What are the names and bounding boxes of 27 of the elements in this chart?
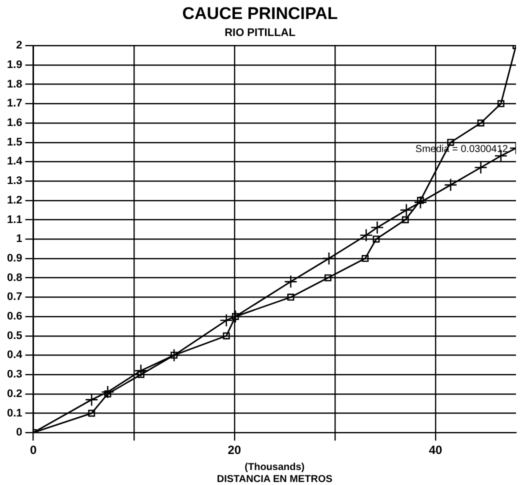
y-tick-label: 0.6 [6, 310, 22, 323]
y-tick-label: 1.6 [6, 117, 22, 130]
y-tick-label: 1.8 [6, 78, 22, 90]
x-tick-label: 40 [428, 443, 443, 458]
y-tick-label: 0.9 [6, 252, 22, 264]
y-tick-label: 1 [16, 233, 22, 246]
chart-title: CAUCE PRINCIPAL [182, 4, 338, 23]
x-axis-title: (Thousands) DISTANCIA EN METROS [216, 462, 333, 485]
y-tick-label: 0.8 [6, 272, 22, 284]
y-tick-label: 0.4 [6, 349, 24, 362]
x-tick-label: 0 [30, 443, 37, 458]
y-tick-label: 1.4 [6, 156, 24, 168]
y-tick-label: 1.7 [6, 98, 22, 110]
x-tick-label: 20 [228, 443, 242, 458]
y-tick-label: 1.2 [6, 194, 22, 206]
y-tick-label: 2 [16, 40, 22, 52]
y-tick-label: 0.5 [6, 330, 22, 342]
y-tick-label: 1.1 [6, 214, 22, 226]
y-tick-label: 0.2 [6, 388, 22, 400]
y-tick-label: 1.3 [6, 175, 22, 188]
y-tick-label: 0.7 [6, 291, 22, 304]
y-tick-label: 0.1 [6, 407, 22, 420]
y-tick-label: 1.9 [6, 58, 22, 71]
y-tick-label: 0.3 [6, 368, 22, 381]
chart-subtitle: RIO PITILLAL [224, 27, 296, 40]
y-tick-label: 1.5 [6, 136, 22, 148]
y-tick-label: 0 [16, 426, 22, 439]
